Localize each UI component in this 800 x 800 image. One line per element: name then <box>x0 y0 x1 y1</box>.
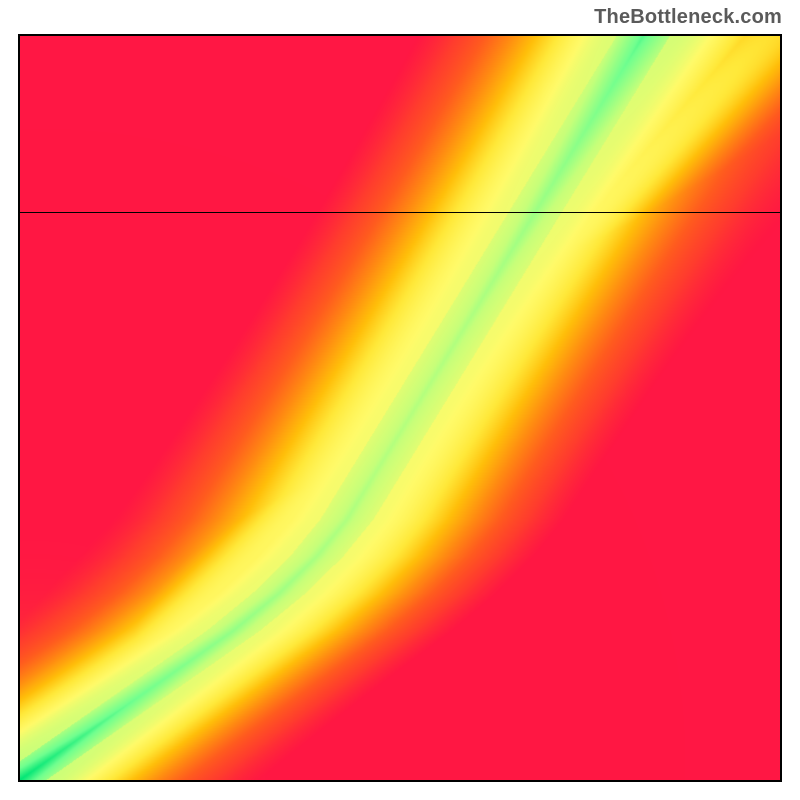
horizontal-marker-line <box>20 212 780 213</box>
heatmap-canvas <box>20 36 780 780</box>
watermark-text: TheBottleneck.com <box>594 6 782 29</box>
horizontal-marker-dot <box>780 208 782 216</box>
heatmap-frame <box>18 34 782 782</box>
